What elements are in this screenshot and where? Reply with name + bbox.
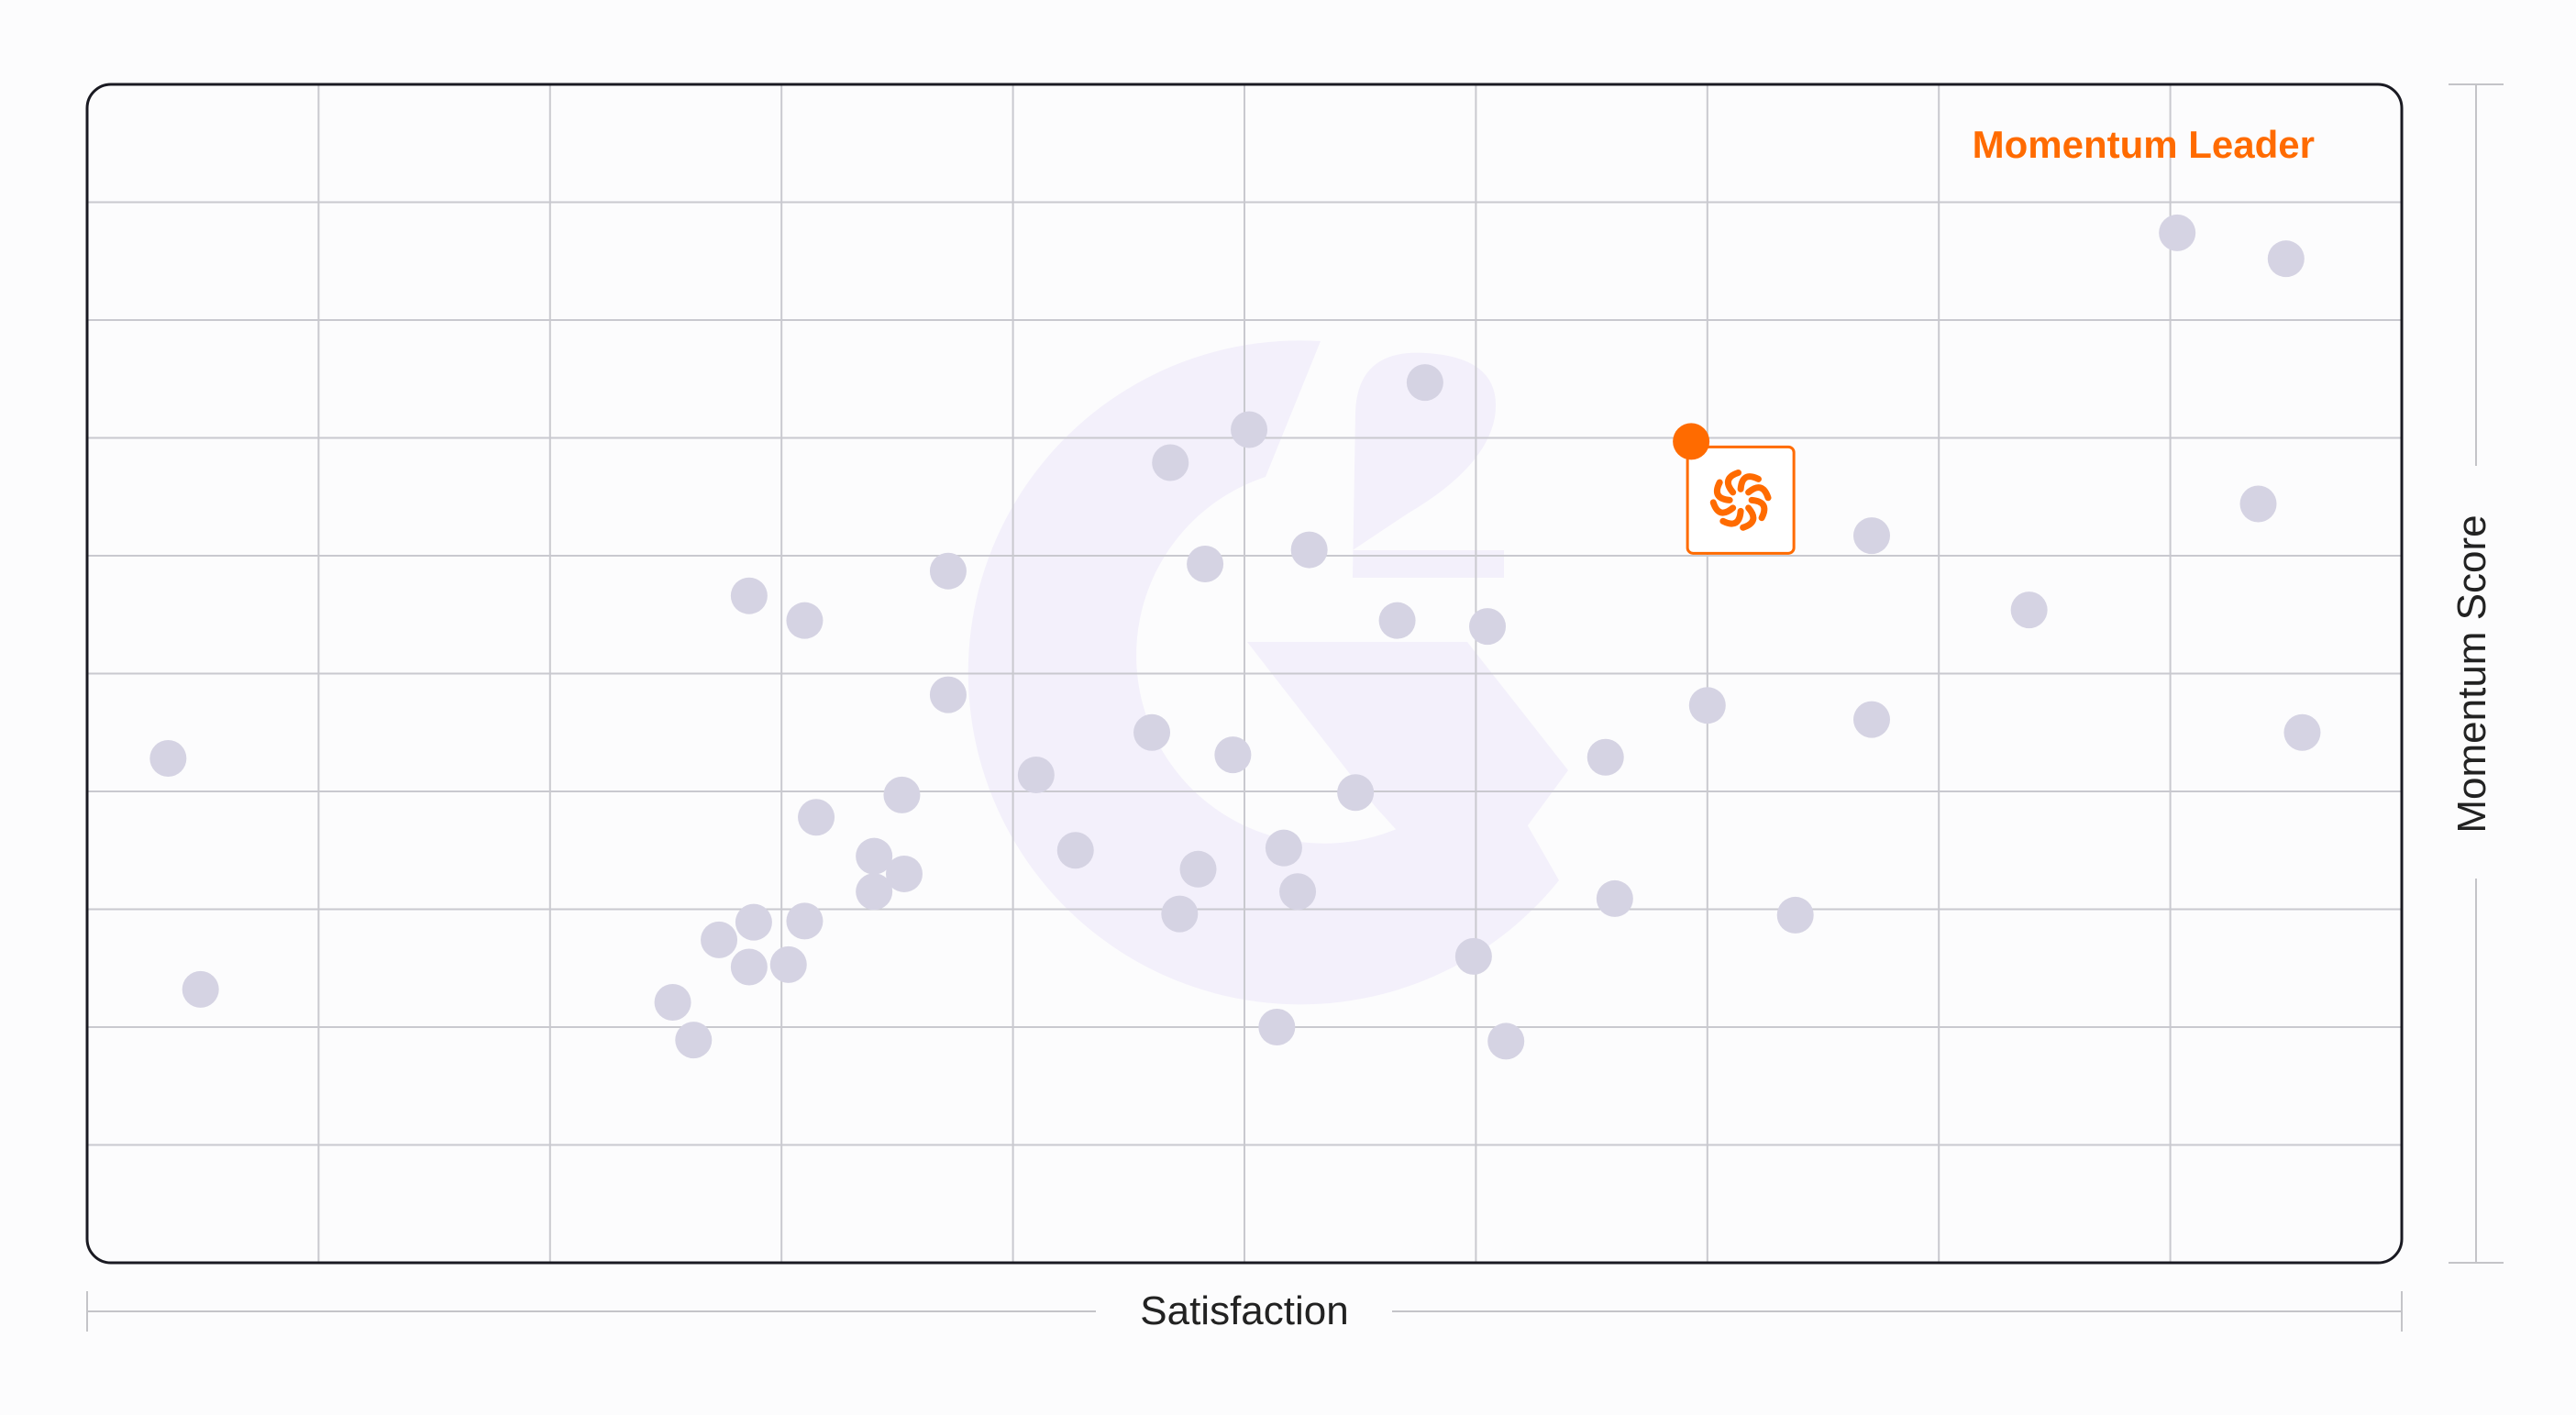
data-point <box>654 984 691 1022</box>
grid-lines <box>87 84 2402 1263</box>
data-point <box>2239 485 2277 523</box>
g2-watermark-logo <box>967 340 1568 1005</box>
data-point <box>883 776 921 813</box>
x-axis <box>86 1291 2403 1332</box>
data-point <box>1406 364 1443 402</box>
x-axis-label: Satisfaction <box>1140 1288 1348 1333</box>
data-point <box>1596 879 1633 917</box>
data-point <box>929 552 967 590</box>
data-point <box>1179 850 1217 888</box>
data-point <box>1378 602 1416 639</box>
data-point <box>1133 713 1171 751</box>
data-point <box>798 799 835 836</box>
data-point <box>856 837 893 875</box>
data-point <box>182 970 219 1008</box>
y-axis-label: Momentum Score <box>2449 514 2494 833</box>
data-points <box>149 214 2321 1060</box>
data-point <box>1290 531 1328 569</box>
data-point <box>786 902 824 940</box>
data-point <box>856 873 893 911</box>
data-point <box>675 1022 713 1059</box>
data-point <box>929 676 967 713</box>
watermark-two-shape <box>1353 352 1504 578</box>
watermark-arrow-shape <box>1247 642 1568 908</box>
data-point <box>149 740 187 778</box>
data-point <box>1776 896 1814 934</box>
data-point <box>1454 937 1492 975</box>
data-point <box>730 577 768 614</box>
data-point <box>735 903 772 941</box>
y-axis <box>2449 83 2504 1264</box>
quadrant-label: Momentum Leader <box>1973 123 2315 166</box>
data-point <box>1853 517 1891 555</box>
data-point <box>1279 873 1317 911</box>
data-point <box>1056 832 1094 869</box>
data-point <box>1853 701 1891 738</box>
data-point <box>701 921 738 958</box>
data-point <box>1231 411 1268 448</box>
data-point <box>1152 444 1189 481</box>
data-point <box>1337 774 1375 812</box>
data-point <box>2267 240 2305 278</box>
product-logo-box <box>1686 445 1796 555</box>
data-point <box>1265 829 1302 867</box>
data-point <box>2159 214 2196 251</box>
data-point <box>2283 713 2321 751</box>
highlighted-product[interactable] <box>1673 423 1796 555</box>
data-point <box>1258 1009 1296 1045</box>
data-point <box>1214 736 1252 774</box>
data-point <box>1187 545 1224 582</box>
product-logo-icon <box>1709 469 1772 531</box>
data-point <box>885 855 923 892</box>
data-point <box>730 948 768 986</box>
data-point <box>769 945 807 983</box>
data-point <box>1017 757 1055 794</box>
highlighted-data-point <box>1673 423 1710 460</box>
data-point <box>1587 738 1624 776</box>
data-point <box>1688 687 1726 724</box>
data-point <box>1469 608 1507 646</box>
data-point <box>1487 1023 1525 1060</box>
data-point <box>2010 591 2048 629</box>
data-point <box>1161 895 1199 933</box>
plot-frame <box>85 83 2404 1265</box>
data-point <box>786 602 824 639</box>
